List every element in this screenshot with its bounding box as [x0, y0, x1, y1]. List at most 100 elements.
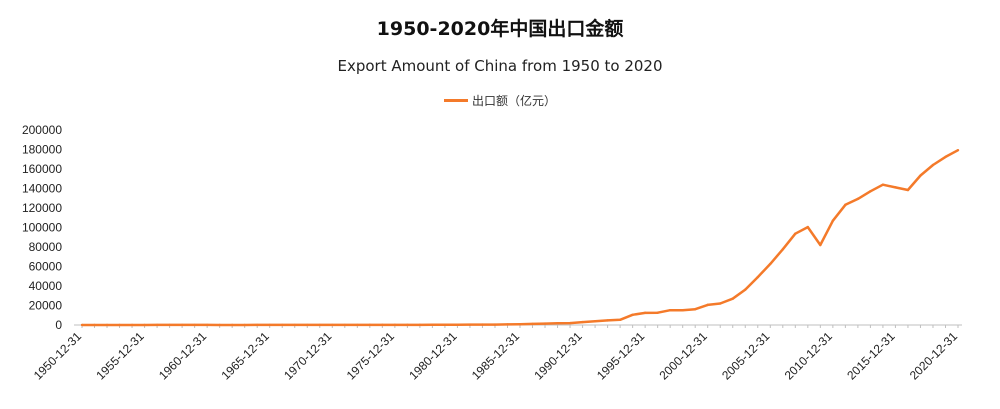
data-point — [543, 322, 547, 325]
x-tick-label: 1955-12-31 — [93, 329, 147, 383]
data-point — [193, 323, 196, 327]
x-tick-label: 1985-12-31 — [469, 329, 523, 383]
data-point — [456, 323, 459, 326]
data-point — [906, 188, 910, 192]
data-point — [168, 323, 171, 327]
data-point — [731, 297, 734, 300]
y-tick-label: 80000 — [29, 240, 63, 254]
y-tick-label: 140000 — [22, 182, 62, 196]
data-point — [881, 183, 885, 186]
data-point — [368, 323, 372, 327]
data-point — [356, 323, 359, 327]
data-point — [744, 288, 747, 291]
data-point — [431, 323, 434, 327]
y-tick-label: 180000 — [22, 143, 62, 157]
data-point — [393, 323, 397, 327]
data-point — [93, 323, 96, 327]
data-point — [493, 323, 497, 326]
data-point — [856, 197, 860, 201]
data-point — [306, 323, 309, 327]
data-point — [806, 225, 810, 229]
data-point — [606, 319, 609, 322]
x-tick-label: 1960-12-31 — [156, 329, 210, 383]
y-tick-label: 40000 — [29, 279, 63, 293]
data-point — [443, 323, 447, 326]
y-axis: 0 20000 40000 60000 80000 100000 120000 140000 1… — [22, 123, 62, 332]
data-point — [681, 308, 684, 312]
data-point — [218, 323, 221, 327]
data-point — [631, 313, 634, 317]
data-point — [568, 321, 572, 325]
chart-subtitle: Export Amount of China from 1950 to 2020 — [337, 57, 663, 75]
y-tick-label: 0 — [55, 318, 62, 332]
data-point — [956, 148, 960, 152]
data-point — [581, 320, 584, 324]
legend-swatch — [443, 99, 468, 102]
data-point — [894, 186, 897, 189]
data-point — [80, 323, 84, 327]
x-tick-label: 2010-12-31 — [782, 329, 836, 383]
data-point — [406, 323, 409, 327]
data-point — [343, 323, 346, 327]
data-point — [781, 248, 784, 251]
chart-legend: 出口额（亿元） — [0, 92, 1000, 109]
data-point — [468, 323, 472, 326]
data-point — [155, 323, 159, 327]
data-point — [531, 322, 534, 326]
data-point — [418, 323, 422, 327]
x-tick-label: 1980-12-31 — [406, 329, 460, 383]
data-point — [143, 323, 146, 327]
x-tick-label: 1950-12-31 — [31, 329, 85, 383]
x-tick-label: 2005-12-31 — [719, 329, 773, 383]
data-point — [593, 320, 597, 323]
y-tick-label: 100000 — [22, 221, 62, 235]
data-point — [331, 323, 334, 327]
series-line — [82, 149, 959, 327]
data-point — [130, 323, 134, 327]
x-tick-label: 1990-12-31 — [531, 329, 585, 383]
data-point — [819, 243, 822, 247]
x-tick-label: 1970-12-31 — [281, 329, 335, 383]
data-point — [118, 323, 121, 327]
data-point — [293, 323, 296, 327]
data-point — [105, 323, 109, 327]
y-tick-label: 200000 — [22, 123, 62, 137]
data-point — [318, 323, 321, 327]
data-point — [556, 322, 559, 325]
x-tick-label: 2015-12-31 — [844, 329, 898, 383]
data-point — [794, 232, 797, 235]
y-tick-label: 20000 — [29, 299, 63, 313]
x-tick-label: 1995-12-31 — [594, 329, 648, 383]
data-point — [668, 309, 672, 312]
legend-label: 出口额（亿元） — [471, 94, 556, 108]
data-point — [919, 174, 922, 177]
data-point — [518, 323, 522, 326]
data-point — [643, 311, 647, 315]
data-point — [694, 308, 697, 311]
data-point — [281, 323, 284, 327]
data-point — [944, 155, 947, 159]
data-point — [719, 302, 722, 305]
x-tick-label: 1975-12-31 — [344, 329, 398, 383]
x-tick-label: 1965-12-31 — [219, 329, 273, 383]
data-point — [243, 323, 246, 327]
data-point — [769, 262, 772, 266]
chart-title: 1950-2020年中国出口金额 — [376, 18, 624, 40]
data-point — [706, 303, 709, 307]
data-point — [656, 311, 659, 314]
y-tick-label: 160000 — [22, 162, 62, 176]
data-point — [756, 275, 759, 279]
plot-area — [80, 148, 960, 327]
data-point — [256, 323, 259, 327]
data-point — [230, 323, 234, 327]
data-point — [180, 323, 184, 327]
x-tick-label: 2020-12-31 — [907, 329, 961, 383]
data-point — [844, 203, 847, 207]
data-point — [481, 323, 484, 326]
data-point — [205, 323, 209, 327]
data-point — [381, 323, 384, 327]
data-point — [506, 323, 509, 326]
data-point — [869, 190, 872, 193]
y-tick-label: 120000 — [22, 201, 62, 215]
